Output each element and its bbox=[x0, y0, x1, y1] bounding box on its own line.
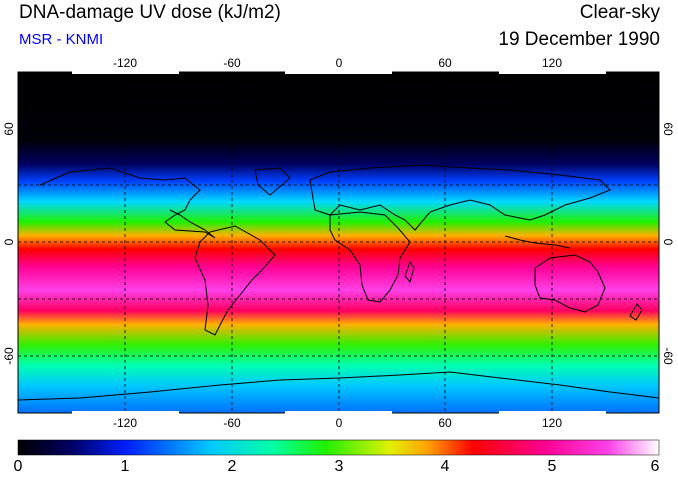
south-america-outline bbox=[194, 225, 276, 336]
colorbar bbox=[17, 439, 660, 456]
colorbar-label: 4 bbox=[440, 458, 450, 475]
lat-label-right: 0 bbox=[661, 239, 675, 246]
indonesia-outline bbox=[504, 235, 571, 249]
lon-label-bottom: 120 bbox=[542, 416, 562, 430]
coastlines bbox=[18, 164, 659, 401]
lat-label-right: -60 bbox=[661, 347, 675, 365]
lat-label-right: 60 bbox=[661, 122, 675, 136]
sky-condition: Clear-sky bbox=[579, 2, 660, 23]
north-america-outline bbox=[39, 167, 216, 239]
colorbar-label: 0 bbox=[13, 458, 23, 475]
lon-label-bottom: 60 bbox=[438, 416, 452, 430]
colorbar-label: 1 bbox=[120, 458, 130, 475]
lon-label-top: -60 bbox=[223, 56, 241, 70]
eurasia-outline bbox=[309, 164, 611, 231]
madagascar-outline bbox=[404, 260, 415, 284]
colorbar-label: 3 bbox=[334, 458, 344, 475]
map-date: 19 December 1990 bbox=[498, 29, 660, 50]
lon-label-top: -120 bbox=[113, 56, 137, 70]
africa-outline bbox=[329, 211, 411, 303]
colorbar-label: 6 bbox=[650, 458, 660, 475]
lat-label-left: 60 bbox=[2, 122, 16, 136]
greenland-outline bbox=[254, 167, 291, 196]
lon-label-bottom: -120 bbox=[113, 416, 137, 430]
australia-outline bbox=[534, 254, 606, 313]
lat-label-left: 0 bbox=[2, 238, 16, 245]
lon-label-top: 60 bbox=[438, 56, 452, 70]
source-credit: MSR - KNMI bbox=[19, 31, 104, 48]
graticule bbox=[18, 72, 659, 413]
colorbar-label: 2 bbox=[227, 458, 237, 475]
frame-ticks bbox=[72, 71, 606, 414]
new-zealand-outline bbox=[629, 303, 643, 321]
colorbar-label: 5 bbox=[547, 458, 557, 475]
lon-label-bottom: -60 bbox=[223, 416, 241, 430]
map-title: DNA-damage UV dose (kJ/m2) bbox=[19, 2, 281, 23]
antarctica-outline bbox=[18, 371, 659, 401]
lon-label-top: 120 bbox=[542, 56, 562, 70]
lon-label-top: 0 bbox=[336, 56, 343, 70]
lat-label-left: -60 bbox=[2, 347, 16, 365]
lon-label-bottom: 0 bbox=[336, 416, 343, 430]
